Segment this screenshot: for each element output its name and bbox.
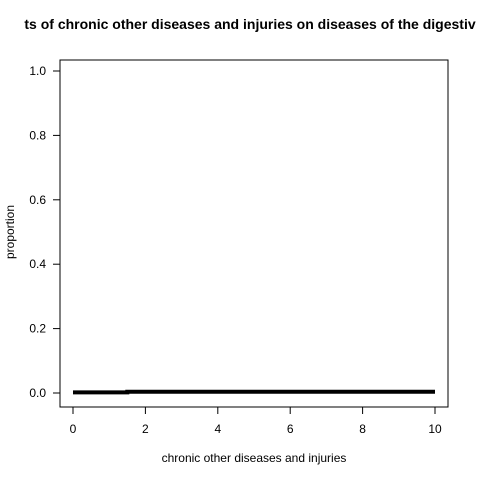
- x-tick-label: 8: [359, 422, 366, 436]
- x-axis-label: chronic other diseases and injuries: [161, 451, 347, 465]
- y-tick-label: 0.8: [29, 128, 46, 142]
- x-tick-label: 10: [428, 422, 442, 436]
- plot-frame: [59, 59, 449, 408]
- y-tick-label: 0.2: [29, 322, 46, 336]
- series-line: [73, 389, 435, 395]
- x-axis: 0 2 4 6 8 10: [70, 406, 442, 436]
- y-axis-label: proportion: [3, 204, 17, 260]
- series-layer: [73, 389, 435, 395]
- x-tick-label: 6: [287, 422, 294, 436]
- x-tick-label: 0: [70, 422, 77, 436]
- y-tick-label: 1.0: [29, 64, 46, 78]
- y-tick-label: 0.0: [29, 386, 46, 400]
- x-tick-label: 2: [142, 422, 149, 436]
- chart-title: ts of chronic other diseases and injurie…: [24, 16, 476, 32]
- y-tick-label: 0.4: [29, 257, 46, 271]
- y-tick-label: 0.6: [29, 193, 46, 207]
- x-tick-label: 4: [214, 422, 221, 436]
- y-axis: 0.0 0.2 0.4 0.6 0.8 1.0: [29, 64, 61, 400]
